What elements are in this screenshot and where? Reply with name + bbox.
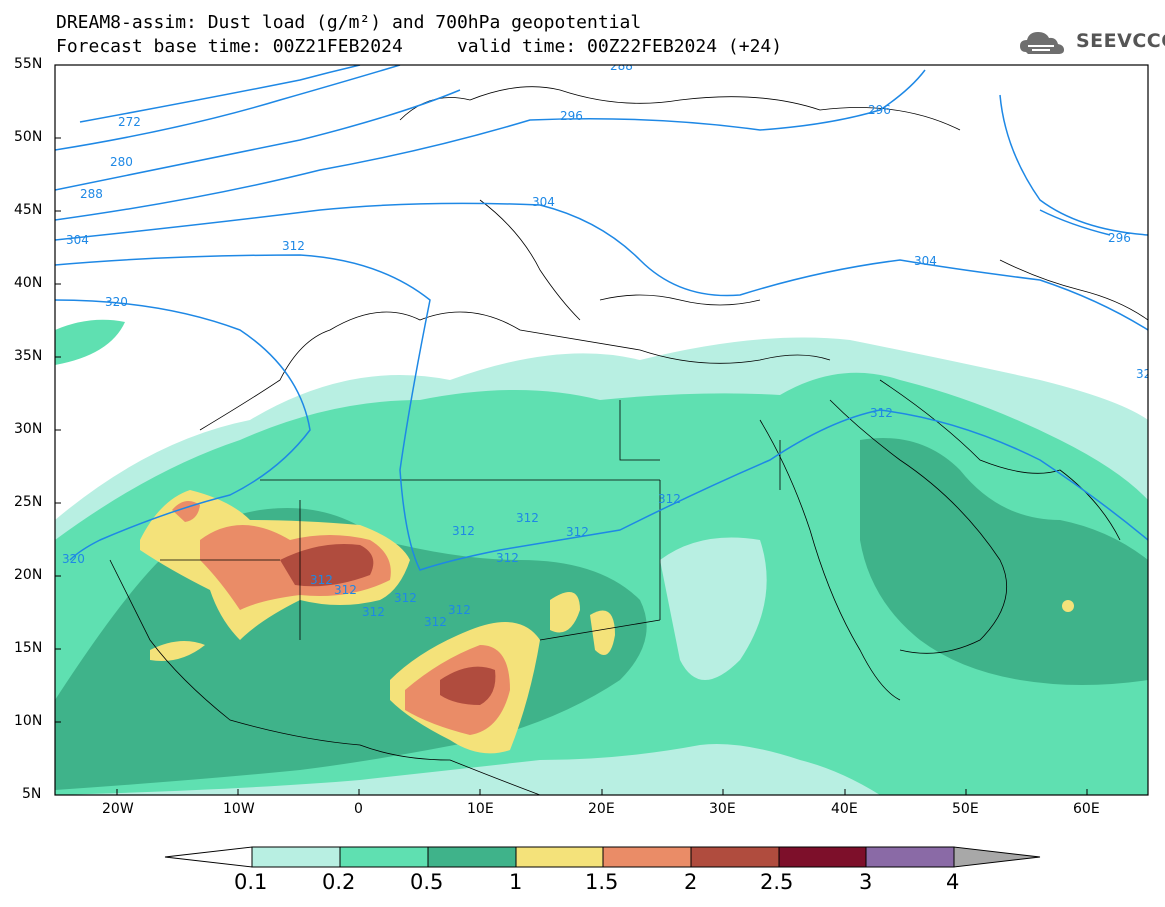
dust-region-1-coast <box>150 641 205 661</box>
contour-label: 312 <box>566 525 589 539</box>
lat-label: 50N <box>14 129 43 145</box>
lat-label: 40N <box>14 275 43 291</box>
lon-label: 0 <box>354 801 363 817</box>
contour-label: 312 <box>496 551 519 565</box>
lon-label: 20W <box>102 801 134 817</box>
contour-label: 296 <box>1108 231 1131 245</box>
dust-region-1.5-nw <box>172 501 200 522</box>
contour-labels: 288 272 280 288 296 304 312 320 296 296 … <box>20 9 1151 629</box>
contour-label: 312 <box>310 573 333 587</box>
colorbar-label: 0.2 <box>322 870 356 894</box>
dust-region-1-mid2 <box>590 610 615 655</box>
contour-label: 288 <box>610 59 633 73</box>
dust-region-2-west <box>280 544 374 587</box>
contour-label: 312 <box>362 605 385 619</box>
colorbar-swatch <box>602 846 692 868</box>
contour-label: 312 <box>334 583 357 597</box>
lon-label: 10W <box>223 801 255 817</box>
colorbar-underflow <box>164 846 253 868</box>
colorbar-swatch <box>865 846 955 868</box>
lon-label: 30E <box>709 801 736 817</box>
lat-label: 35N <box>14 348 43 364</box>
lat-label: 30N <box>14 421 43 437</box>
contour-label: 296 <box>868 103 891 117</box>
contour-label: 296 <box>560 109 583 123</box>
colorbar-swatch <box>251 846 341 868</box>
contour-label: 304 <box>532 195 555 209</box>
lat-label: 45N <box>14 202 43 218</box>
contour-label: 312 <box>658 492 681 506</box>
contour-label: 288 <box>80 187 103 201</box>
map-subtitle: Forecast base time: 00Z21FEB2024 valid t… <box>56 36 783 57</box>
lon-label: 20E <box>588 801 615 817</box>
colorbar-label: 2.5 <box>760 870 794 894</box>
logo-text: SEEVCCC <box>1076 30 1165 52</box>
dust-region-1-mid <box>550 592 580 633</box>
colorbar-overflow <box>953 846 1041 868</box>
contour-label: 320 <box>105 295 128 309</box>
colorbar-label: 1.5 <box>585 870 619 894</box>
colorbar-label: 0.5 <box>410 870 444 894</box>
lat-label: 15N <box>14 640 43 656</box>
map-title: DREAM8-assim: Dust load (g/m²) and 700hP… <box>56 12 642 33</box>
axis-ticks <box>55 64 1088 796</box>
lat-label: 20N <box>14 567 43 583</box>
colorbar-label: 0.1 <box>234 870 268 894</box>
dust-region-2-south <box>440 666 496 705</box>
contour-label: 312 <box>452 524 475 538</box>
colorbar-label: 1 <box>509 870 523 894</box>
dust-region-0.5-east <box>660 537 767 680</box>
contour-label: 312 <box>870 406 893 420</box>
lat-label: 5N <box>22 786 42 802</box>
lat-label: 55N <box>14 56 43 72</box>
lon-label: 10E <box>467 801 494 817</box>
contour-label: 304 <box>914 254 937 268</box>
colorbar-swatch <box>778 846 867 868</box>
dust-region-0.1-nw <box>55 319 125 365</box>
colorbar-swatch <box>339 846 429 868</box>
contour-label: 272 <box>118 115 141 129</box>
contour-label: 312 <box>394 591 417 605</box>
cloud-logo-icon <box>1020 32 1064 54</box>
contour-label: 312 <box>282 239 305 253</box>
contour-label: 296 <box>20 9 43 23</box>
colorbar-swatch <box>690 846 780 868</box>
contour-label: 312 <box>516 511 539 525</box>
colorbar-swatch <box>515 846 604 868</box>
colorbar-label: 4 <box>946 870 960 894</box>
contour-label: 312 <box>448 603 471 617</box>
lat-label: 25N <box>14 494 43 510</box>
colorbar-label: 3 <box>859 870 873 894</box>
lon-label: 40E <box>831 801 858 817</box>
lon-label: 60E <box>1073 801 1100 817</box>
colorbar <box>164 846 1041 868</box>
lat-label: 10N <box>14 713 43 729</box>
lon-label: 50E <box>952 801 979 817</box>
colorbar-swatch <box>427 846 517 868</box>
geopotential-contours <box>55 65 1148 571</box>
contour-label: 304 <box>66 233 89 247</box>
contour-label: 32 <box>1136 367 1151 381</box>
dust-region-0.5-arabia <box>860 438 1148 685</box>
coastlines <box>109 86 1148 795</box>
contour-label: 312 <box>424 615 447 629</box>
contour-label: 280 <box>110 155 133 169</box>
colorbar-label: 2 <box>684 870 698 894</box>
contour-label: 320 <box>62 552 85 566</box>
